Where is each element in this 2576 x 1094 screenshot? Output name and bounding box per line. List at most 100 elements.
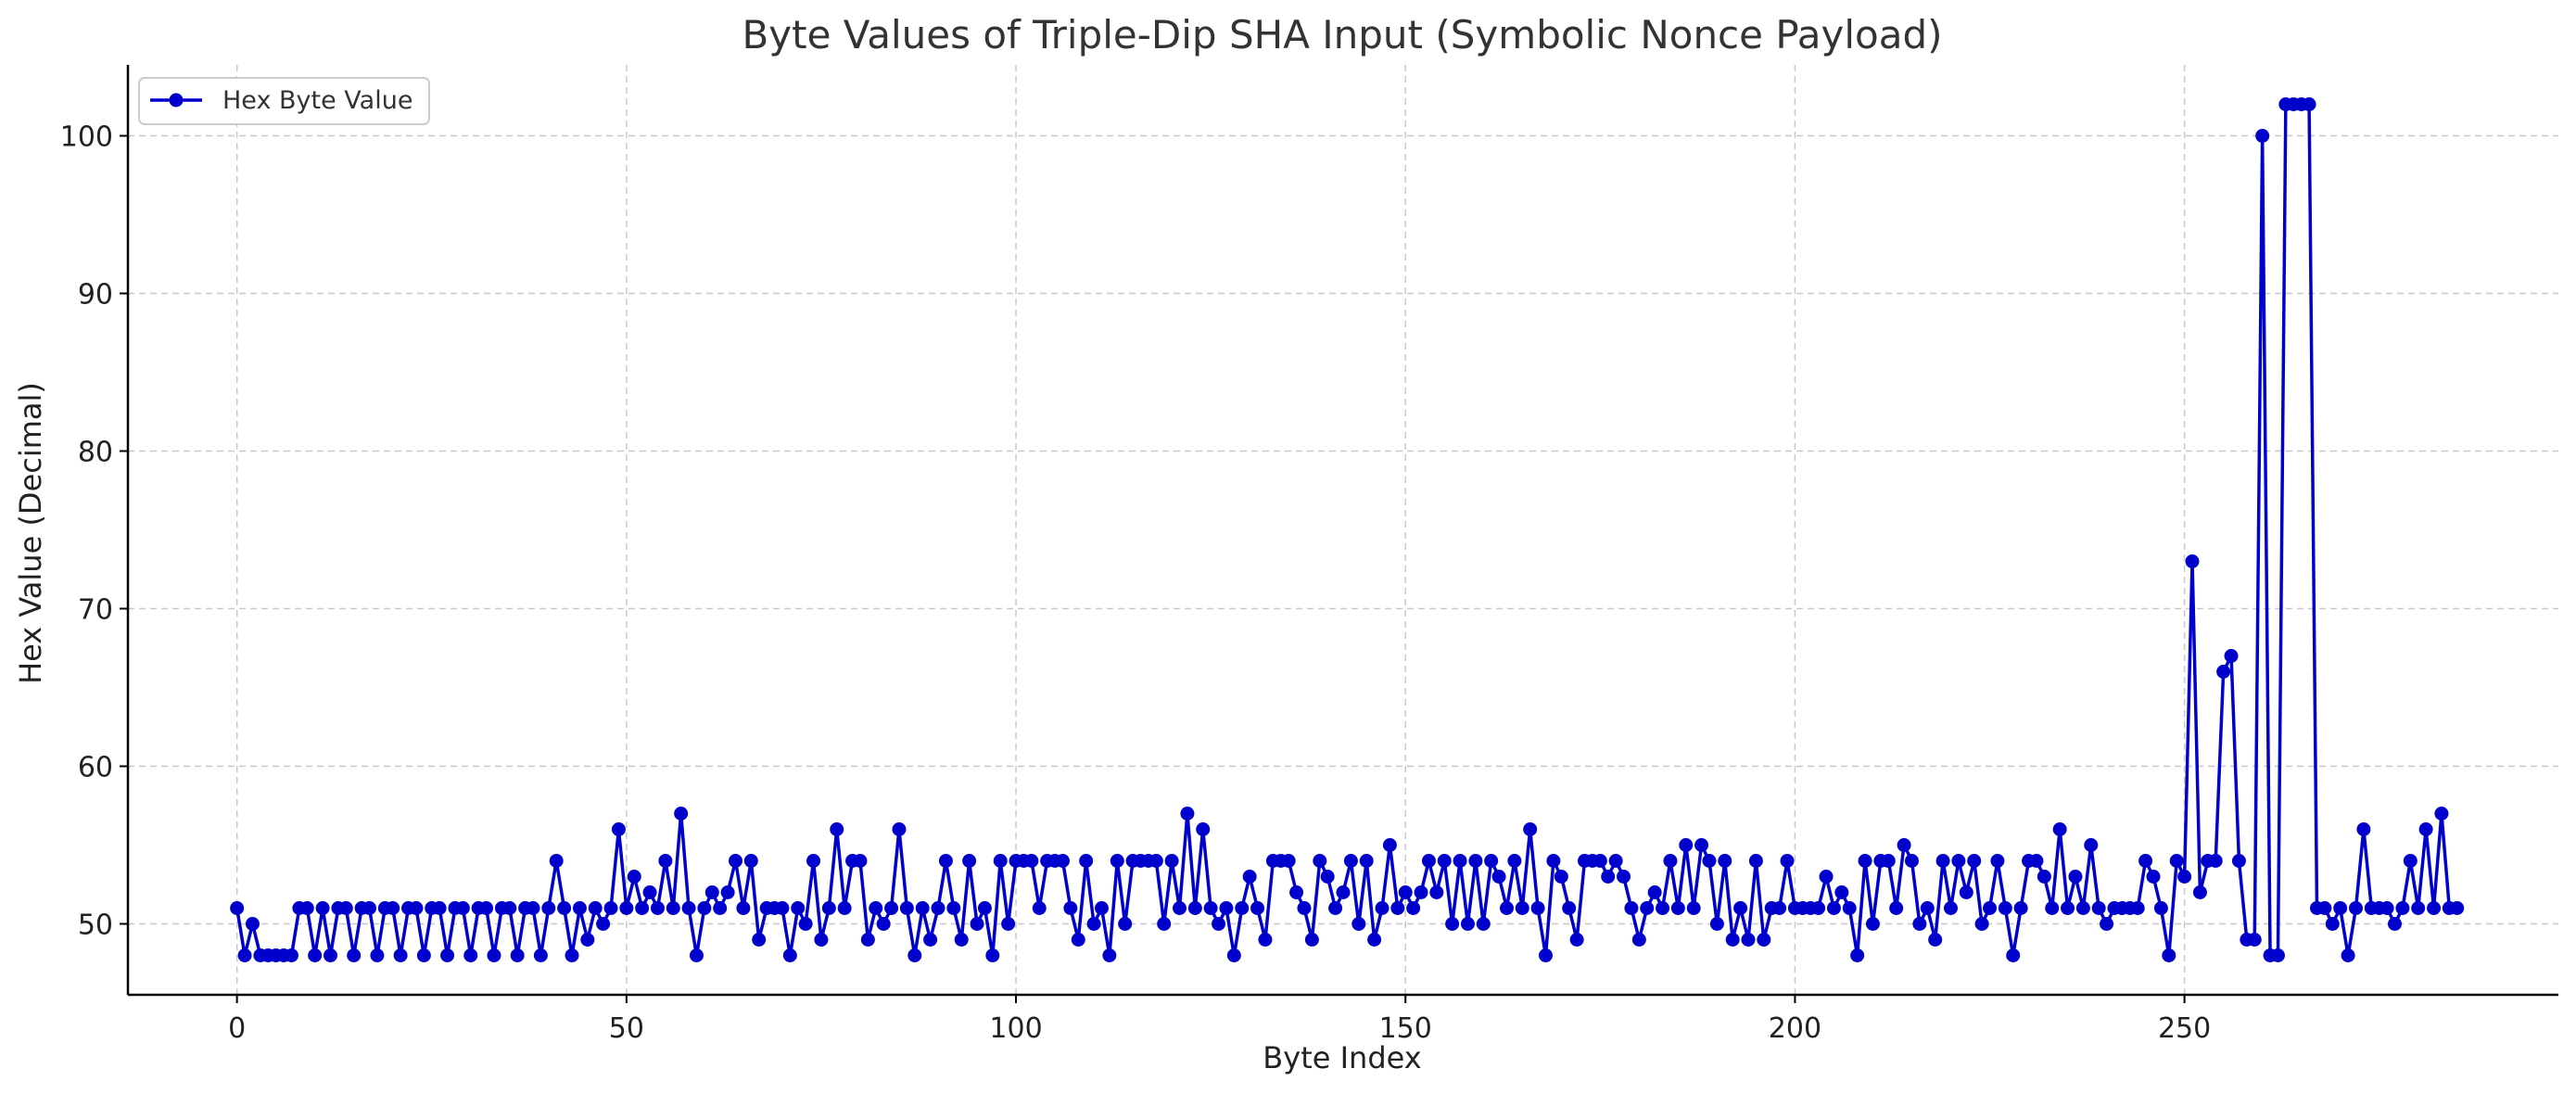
data-point xyxy=(2356,822,2371,836)
data-point xyxy=(814,933,829,947)
data-point xyxy=(1086,917,1101,931)
data-point xyxy=(2045,901,2060,915)
series-line xyxy=(235,102,2457,958)
data-point xyxy=(1445,917,1460,931)
data-point xyxy=(572,901,587,915)
data-point xyxy=(1164,854,1179,868)
data-point xyxy=(752,933,767,947)
data-point xyxy=(782,948,797,962)
data-point xyxy=(1094,901,1109,915)
data-point xyxy=(1118,917,1133,931)
data-point xyxy=(2061,901,2075,915)
data-point xyxy=(1157,917,1172,931)
data-point xyxy=(650,901,665,915)
data-point xyxy=(1212,917,1226,931)
data-point xyxy=(565,948,579,962)
data-point xyxy=(1429,885,1444,899)
data-point xyxy=(2427,901,2442,915)
data-point xyxy=(2138,854,2153,868)
data-point xyxy=(2146,870,2161,884)
data-point xyxy=(907,948,922,962)
data-point xyxy=(1390,901,1405,915)
data-point xyxy=(642,885,657,899)
data-point xyxy=(1686,901,1701,915)
data-point xyxy=(1055,854,1070,868)
data-point xyxy=(704,885,719,899)
data-point xyxy=(1468,854,1483,868)
data-point xyxy=(2403,854,2417,868)
data-point xyxy=(775,901,790,915)
y-tick-label: 70 xyxy=(78,594,113,627)
data-point xyxy=(1421,854,1436,868)
data-point xyxy=(1102,948,1117,962)
data-point xyxy=(299,901,314,915)
data-point xyxy=(1343,854,1358,868)
data-point xyxy=(2013,901,2028,915)
data-point xyxy=(2208,854,2223,868)
data-point xyxy=(970,917,984,931)
data-point xyxy=(557,901,572,915)
data-point xyxy=(1670,901,1685,915)
data-point xyxy=(1842,901,1857,915)
data-point xyxy=(409,901,424,915)
data-point xyxy=(993,854,1008,868)
data-point xyxy=(1375,901,1390,915)
y-tick-label: 60 xyxy=(78,752,113,784)
y-tick-label: 50 xyxy=(78,910,113,942)
data-point xyxy=(923,933,938,947)
data-point xyxy=(1235,901,1250,915)
data-point xyxy=(463,948,478,962)
y-tick-label: 90 xyxy=(78,279,113,312)
data-point xyxy=(455,901,470,915)
data-point xyxy=(720,885,735,899)
data-point xyxy=(324,948,337,962)
data-point xyxy=(2075,901,2090,915)
data-point xyxy=(1562,901,1577,915)
data-point xyxy=(362,901,377,915)
data-point xyxy=(946,901,961,915)
data-point xyxy=(1647,885,1662,899)
data-point xyxy=(1328,901,1343,915)
data-point xyxy=(977,901,992,915)
data-point xyxy=(1920,901,1935,915)
data-point xyxy=(2162,948,2176,962)
data-point xyxy=(1453,854,1467,868)
data-point xyxy=(1601,870,1616,884)
data-point xyxy=(2153,901,2168,915)
data-point xyxy=(729,854,742,868)
data-point xyxy=(713,901,728,915)
data-point xyxy=(2084,838,2099,852)
data-point xyxy=(853,854,868,868)
data-point xyxy=(736,901,751,915)
data-point xyxy=(245,917,260,931)
data-point xyxy=(1110,854,1124,868)
data-point xyxy=(1725,933,1740,947)
data-point xyxy=(1148,854,1163,868)
data-point xyxy=(627,870,641,884)
data-point xyxy=(821,901,836,915)
data-point xyxy=(1515,901,1529,915)
data-point xyxy=(1258,933,1273,947)
data-point xyxy=(1967,854,1982,868)
data-point xyxy=(2379,901,2394,915)
data-point xyxy=(1679,838,1694,852)
data-point xyxy=(689,948,704,962)
data-point xyxy=(1757,933,1771,947)
data-point xyxy=(2029,854,2044,868)
legend-frame xyxy=(138,77,430,125)
data-point xyxy=(1336,885,1351,899)
y-tick-label: 80 xyxy=(78,437,113,469)
y-tick-label: 100 xyxy=(60,121,113,154)
data-point xyxy=(1983,901,1998,915)
data-point xyxy=(1359,854,1374,868)
data-point xyxy=(931,901,945,915)
data-point xyxy=(1203,901,1218,915)
data-point xyxy=(2169,854,2184,868)
data-point xyxy=(1250,901,1265,915)
data-point xyxy=(884,901,899,915)
data-point xyxy=(938,854,953,868)
data-point xyxy=(2100,917,2114,931)
data-point xyxy=(2302,97,2316,111)
data-point xyxy=(432,901,447,915)
data-point xyxy=(580,933,595,947)
